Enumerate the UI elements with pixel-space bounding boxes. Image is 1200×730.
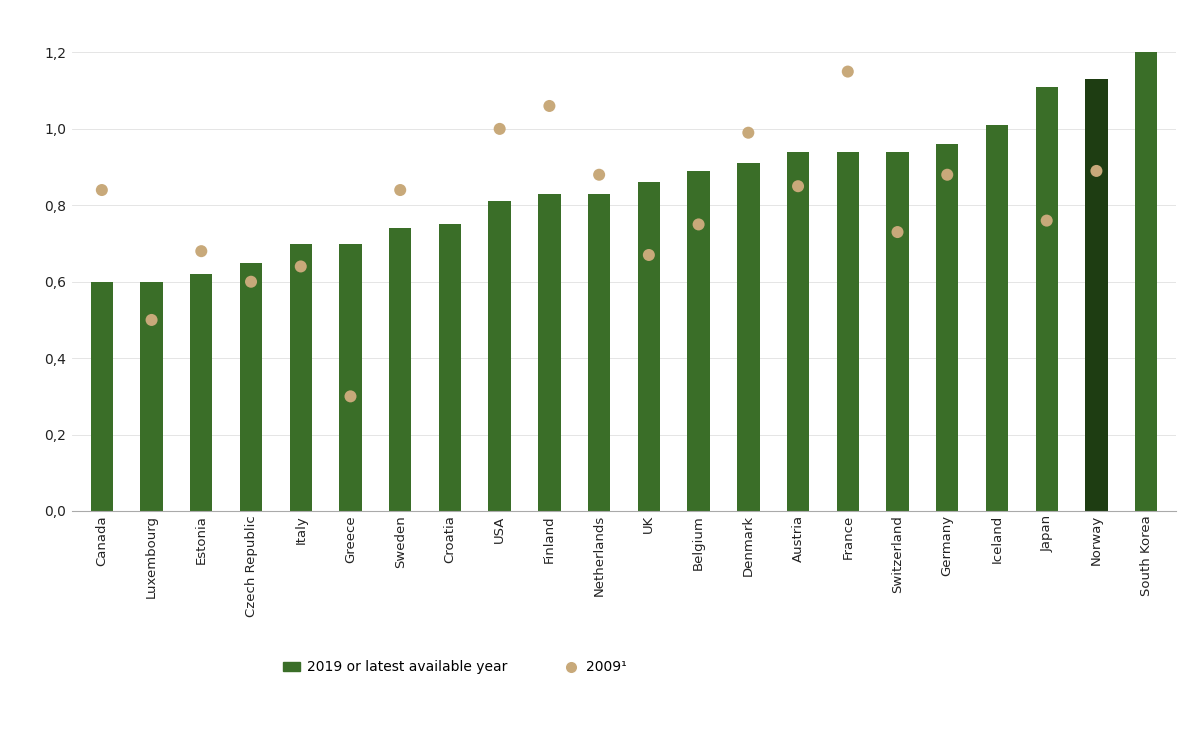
Bar	[289, 244, 312, 511]
Point	[1037, 215, 1056, 226]
Bar	[1036, 87, 1058, 511]
Point	[142, 314, 161, 326]
Point	[689, 218, 708, 230]
Bar	[488, 201, 511, 511]
Bar	[936, 144, 959, 511]
Bar	[688, 171, 709, 511]
Bar	[836, 152, 859, 511]
Bar	[190, 274, 212, 511]
Point	[838, 66, 857, 77]
Point	[540, 100, 559, 112]
Point	[888, 226, 907, 238]
Point	[640, 249, 659, 261]
Bar	[787, 152, 809, 511]
Bar	[887, 152, 908, 511]
Bar	[1085, 80, 1108, 511]
Bar	[737, 164, 760, 511]
Bar	[91, 282, 113, 511]
Point	[292, 261, 311, 272]
Bar	[637, 182, 660, 511]
Point	[788, 180, 808, 192]
Point	[739, 127, 758, 139]
Bar	[140, 282, 163, 511]
Point	[241, 276, 260, 288]
Point	[589, 169, 608, 180]
Bar	[389, 228, 412, 511]
Bar	[439, 224, 461, 511]
Point	[92, 184, 112, 196]
Bar	[539, 194, 560, 511]
Point	[192, 245, 211, 257]
Point	[490, 123, 509, 135]
Bar	[588, 194, 611, 511]
Point	[937, 169, 956, 180]
Bar	[340, 244, 361, 511]
Point	[341, 391, 360, 402]
Legend: 2019 or latest available year, 2009¹: 2019 or latest available year, 2009¹	[277, 655, 632, 680]
Point	[1087, 165, 1106, 177]
Bar	[985, 125, 1008, 511]
Bar	[1135, 53, 1157, 511]
Bar	[240, 263, 263, 511]
Point	[391, 184, 410, 196]
